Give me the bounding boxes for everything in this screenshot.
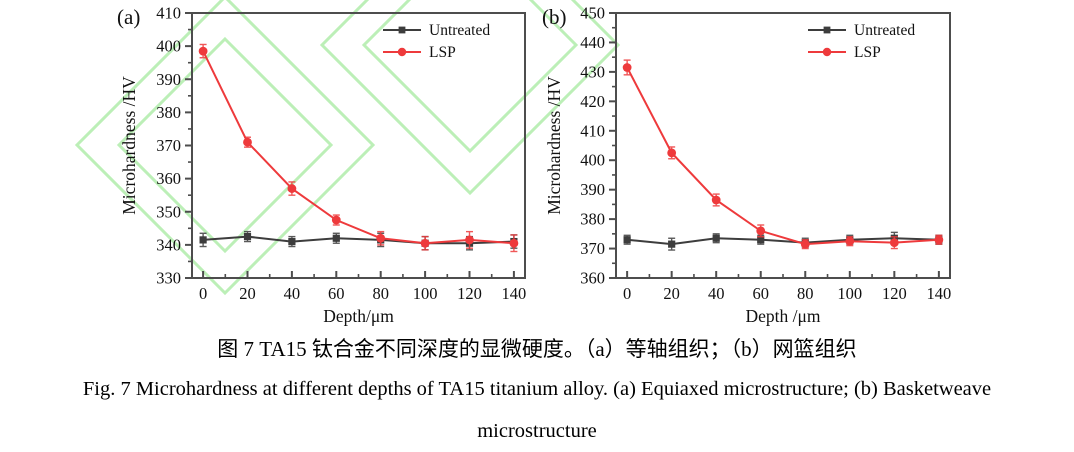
plot-frame (191, 12, 526, 279)
x-tick-label: 0 (623, 284, 631, 303)
x-tick-label: 80 (372, 284, 389, 303)
marker-circle (934, 235, 944, 245)
y-tick-label: 420 (580, 92, 605, 111)
marker-circle (756, 226, 766, 236)
y-tick-label: 400 (156, 37, 181, 56)
axes: 360 370 380 390 400 410 420 430 440 450 0 20 40 60 80 1… (580, 4, 951, 304)
y-tick-label: 410 (580, 121, 605, 140)
y-tick-label: 330 (156, 269, 181, 288)
axes: 330 340 350 360 370 380 390 400 410 0 20 40 60 80 100 1… (156, 4, 526, 304)
y-tick-label: 400 (580, 151, 605, 170)
y-tick-label: 440 (580, 33, 605, 52)
x-tick-label: 20 (663, 284, 680, 303)
legend-label: LSP (429, 44, 456, 61)
caption-english-line1: Fig. 7 Microhardness at different depths… (82, 378, 992, 400)
marker-square (243, 232, 252, 241)
legend-label: Untreated (854, 22, 915, 39)
marker-circle (376, 233, 386, 243)
marker-circle (465, 235, 474, 245)
marker-circle (420, 238, 430, 248)
marker-circle (711, 195, 721, 205)
marker-square (199, 236, 207, 244)
y-tick-label: 340 (156, 235, 181, 254)
x-tick-label: 40 (284, 284, 301, 303)
marker-circle (667, 148, 677, 158)
figure-caption: 图 7 TA15 钛合金不同深度的显微硬度。（a）等轴组织；（b）网篮组织 Fi… (0, 334, 1074, 444)
series-lsp (622, 59, 944, 250)
chart-b-basketweave: (b) 360 370 380 390 400 410 420 430 440 450 0 20 40 60… (542, 4, 951, 327)
x-axis-label: Depth /μm (746, 306, 821, 326)
caption-english-line2: microstructure (477, 420, 597, 442)
y-axis-label: Microhardness /HV (544, 76, 564, 215)
x-tick-label: 100 (837, 284, 862, 303)
x-tick-label: 0 (199, 284, 207, 303)
legend-label: Untreated (429, 22, 490, 39)
marker-square (668, 240, 676, 248)
marker-circle (287, 184, 297, 193)
series-line (626, 67, 939, 246)
y-tick-label: 360 (156, 169, 181, 188)
series-lsp (198, 43, 519, 253)
y-tick-label: 370 (156, 136, 181, 155)
y-tick-label: 380 (580, 210, 605, 229)
series-line (627, 237, 939, 246)
marker-circle (331, 215, 341, 225)
marker-square (623, 236, 631, 244)
marker-circle (845, 236, 855, 246)
marker-square (712, 234, 720, 242)
x-tick-label: 80 (797, 284, 814, 303)
marker-circle (243, 137, 252, 147)
marker-circle (622, 63, 632, 72)
y-tick-label: 410 (156, 4, 181, 23)
marker-circle (889, 238, 899, 248)
x-tick-label: 100 (413, 284, 438, 303)
x-tick-label: 120 (457, 284, 482, 303)
x-tick-label: 40 (708, 284, 725, 303)
panel-label: (b) (542, 5, 567, 29)
chart-a-equiaxed: (a) 330 340 350 360 370 380 390 400 410 0 20 40 60 80 1… (117, 4, 526, 327)
x-axis-label: Depth/μm (323, 306, 394, 326)
x-tick-label: 140 (926, 284, 951, 303)
marker-square (288, 237, 296, 246)
panel-label: (a) (117, 5, 140, 29)
x-tick-label: 140 (502, 284, 527, 303)
marker-square (332, 234, 340, 242)
marker-circle (800, 239, 810, 249)
marker-square (757, 236, 765, 244)
y-tick-label: 380 (156, 103, 181, 122)
marker-circle (509, 238, 519, 248)
series-line (203, 235, 514, 245)
x-tick-label: 20 (239, 284, 256, 303)
plot-frame (615, 12, 951, 279)
y-tick-label: 390 (580, 180, 605, 199)
x-tick-label: 60 (752, 284, 769, 303)
y-tick-label: 360 (580, 269, 605, 288)
series-line (202, 50, 514, 245)
x-tick-label: 120 (882, 284, 907, 303)
y-tick-label: 390 (156, 70, 181, 89)
marker-circle (198, 46, 208, 56)
y-axis-label: Microhardness /HV (119, 76, 139, 215)
legend: Untreated LSP (808, 22, 915, 61)
legend-label: LSP (854, 44, 881, 61)
x-tick-label: 60 (328, 284, 345, 303)
legend: Untreated LSP (383, 22, 490, 61)
caption-chinese: 图 7 TA15 钛合金不同深度的显微硬度。（a）等轴组织；（b）网篮组织 (217, 337, 857, 361)
y-tick-label: 430 (580, 62, 605, 81)
y-tick-label: 370 (580, 239, 605, 258)
y-tick-label: 450 (580, 4, 605, 23)
y-tick-label: 350 (156, 202, 181, 221)
